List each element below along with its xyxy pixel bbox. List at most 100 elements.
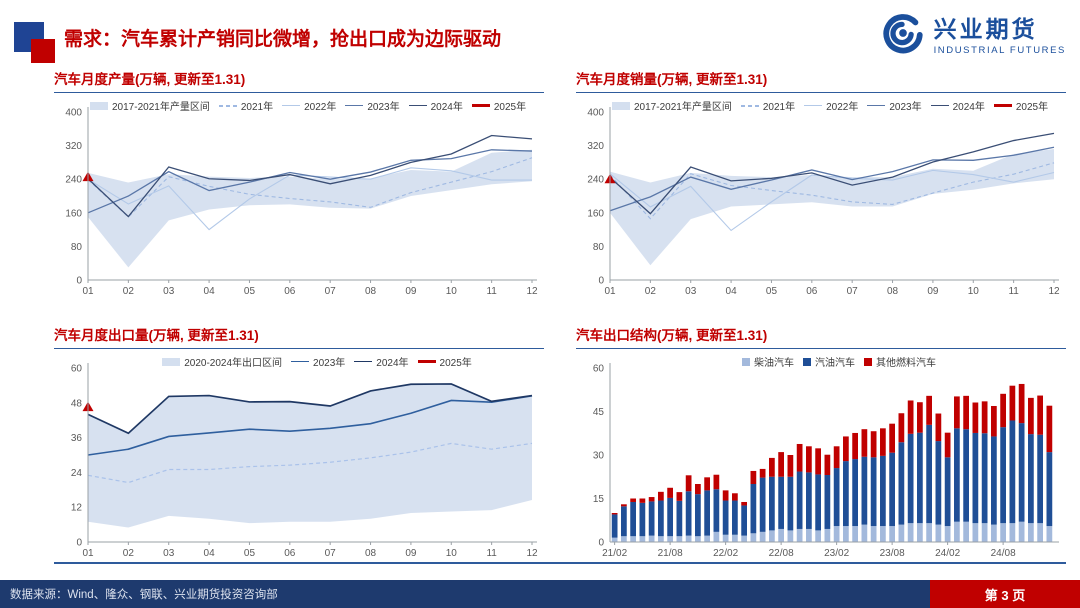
- legend-swatch: [930, 104, 949, 107]
- svg-text:07: 07: [325, 286, 337, 297]
- legend-swatch: [804, 104, 823, 107]
- svg-text:06: 06: [284, 286, 296, 297]
- legend-item: 2025年: [471, 98, 526, 113]
- svg-text:240: 240: [65, 175, 82, 186]
- svg-text:08: 08: [365, 548, 377, 559]
- chart-title-sales: 汽车月度销量(万辆, 更新至1.31): [576, 72, 768, 87]
- svg-text:30: 30: [593, 451, 605, 462]
- data-source: 数据来源：Wind、隆众、钢联、兴业期货投资咨询部: [10, 589, 278, 601]
- svg-text:160: 160: [65, 208, 82, 219]
- svg-text:02: 02: [123, 548, 135, 559]
- title-divider: [576, 348, 1066, 349]
- svg-text:05: 05: [244, 286, 256, 297]
- svg-text:320: 320: [587, 141, 604, 152]
- svg-text:07: 07: [847, 286, 859, 297]
- legend-label: 2017-2021年产量区间: [634, 102, 732, 113]
- legend-item: 2024年: [930, 98, 985, 113]
- svg-text:10: 10: [968, 286, 980, 297]
- svg-text:03: 03: [685, 286, 697, 297]
- svg-text:09: 09: [405, 548, 417, 559]
- legend-swatch: [162, 357, 181, 366]
- legend-label: 汽油汽车: [815, 358, 855, 369]
- red-square-marker: [31, 39, 55, 63]
- page-number: 第 3 页: [930, 580, 1080, 608]
- export-volume-chart-svg: 0 12 24 36 48 60 01 02 03 04 05 06 07 08 09 10 11 12: [71, 363, 538, 559]
- legend-label: 2024年: [952, 102, 985, 113]
- legend-swatch: [90, 101, 108, 110]
- svg-text:24: 24: [71, 468, 83, 479]
- legend-swatch: [864, 357, 872, 366]
- legend-label: 2021年: [762, 102, 796, 113]
- legend-label: 2025年: [439, 358, 472, 369]
- legend-label: 2020-2024年出口区间: [184, 358, 283, 369]
- svg-text:21/02: 21/02: [602, 548, 627, 559]
- svg-text:05: 05: [244, 548, 256, 559]
- chart-title-production: 汽车月度产量(万辆, 更新至1.31): [54, 72, 246, 87]
- export-structure-chart-svg: 0 15 30 45 60 21/02 21/08 22/02 22/08 23/02 23/08 2…: [593, 363, 1059, 559]
- legend-swatch: [742, 357, 750, 366]
- panel-monthly-exports: 汽车月度出口量(万辆, 更新至1.31) 2020-2024年出口区间 2023年…: [54, 324, 544, 562]
- title-divider: [54, 92, 544, 93]
- footer-divider: [54, 562, 1066, 564]
- svg-text:01: 01: [82, 548, 94, 559]
- legend-swatch: [867, 104, 886, 107]
- legend-label: 2021年: [240, 102, 274, 113]
- legend-item: 2024年: [408, 98, 463, 113]
- svg-text:09: 09: [927, 286, 939, 297]
- sales-chart-svg: 0 80 160 240 320 400 01 02 03 04 05 06 07 08 09 10 11 12: [587, 107, 1060, 297]
- svg-text:04: 04: [204, 286, 216, 297]
- logo-english-name: INDUSTRIAL FUTURES: [933, 45, 1066, 56]
- svg-text:01: 01: [604, 286, 616, 297]
- svg-text:0: 0: [76, 276, 82, 287]
- legend-swatch: [291, 360, 310, 363]
- chart-title-export-structure: 汽车出口结构(万辆, 更新至1.31): [576, 328, 768, 343]
- production-chart-svg: 0 80 160 240 320 400 01 02 03 04 05 06 07 08 09 10 11 12: [65, 107, 538, 297]
- export-volume-chart-legend: 2020-2024年出口区间 2023年 2024年 2025年: [90, 354, 544, 369]
- logo-chinese-name: 兴业期货: [933, 17, 1038, 42]
- production-chart-legend: 2017-2021年产量区间 2021年 2022年 2023年 2024年 2025年: [90, 98, 544, 113]
- legend-swatch: [282, 104, 301, 107]
- legend-item: 2025年: [417, 354, 472, 369]
- legend-label: 2025年: [1015, 102, 1049, 113]
- legend-item: 2021年: [218, 98, 274, 113]
- svg-text:80: 80: [593, 242, 605, 253]
- legend-swatch: [408, 104, 427, 107]
- svg-text:80: 80: [71, 242, 83, 253]
- legend-label: 2024年: [376, 358, 409, 369]
- svg-text:06: 06: [284, 548, 296, 559]
- svg-text:02: 02: [645, 286, 657, 297]
- footer: 数据来源：Wind、隆众、钢联、兴业期货投资咨询部 第 3 页: [0, 580, 1080, 608]
- legend-label: 其他燃料汽车: [876, 358, 936, 369]
- legend-label: 2022年: [304, 102, 337, 113]
- svg-text:48: 48: [71, 398, 83, 409]
- legend-item: 2022年: [804, 98, 858, 113]
- legend-label: 2022年: [826, 102, 859, 113]
- legend-swatch: [471, 104, 490, 107]
- svg-text:400: 400: [587, 108, 604, 119]
- panel-monthly-production: 汽车月度产量(万辆, 更新至1.31) 2017-2021年产量区间 2021年 2…: [54, 68, 544, 300]
- legend-swatch: [993, 104, 1012, 107]
- svg-text:05: 05: [766, 286, 778, 297]
- svg-text:160: 160: [587, 208, 604, 219]
- svg-text:04: 04: [726, 286, 738, 297]
- svg-text:03: 03: [163, 286, 175, 297]
- svg-text:11: 11: [1008, 286, 1019, 297]
- legend-swatch: [612, 101, 630, 110]
- svg-text:02: 02: [123, 286, 135, 297]
- legend-swatch: [354, 360, 373, 363]
- export-structure-chart-legend: 柴油汽车 汽油汽车 其他燃料汽车: [612, 354, 1066, 369]
- legend-item: 2020-2024年出口区间: [162, 354, 282, 369]
- svg-text:60: 60: [593, 364, 605, 375]
- svg-text:12: 12: [526, 548, 538, 559]
- legend-item: 2022年: [282, 98, 336, 113]
- legend-label: 2023年: [367, 102, 400, 113]
- svg-text:21/08: 21/08: [658, 548, 683, 559]
- header: 需求：汽车累计产销同比微增，抢出口成为边际驱动 兴业期货 INDUSTRIAL …: [0, 0, 1080, 66]
- svg-text:10: 10: [446, 548, 458, 559]
- svg-text:11: 11: [486, 286, 497, 297]
- legend-swatch: [740, 104, 759, 107]
- export-structure-chart: 柴油汽车 汽油汽车 其他燃料汽车 0 15 30 45 60 21/02 21/08 22/02 2…: [576, 354, 1066, 562]
- title-divider: [576, 92, 1066, 93]
- legend-item: 2023年: [291, 354, 345, 369]
